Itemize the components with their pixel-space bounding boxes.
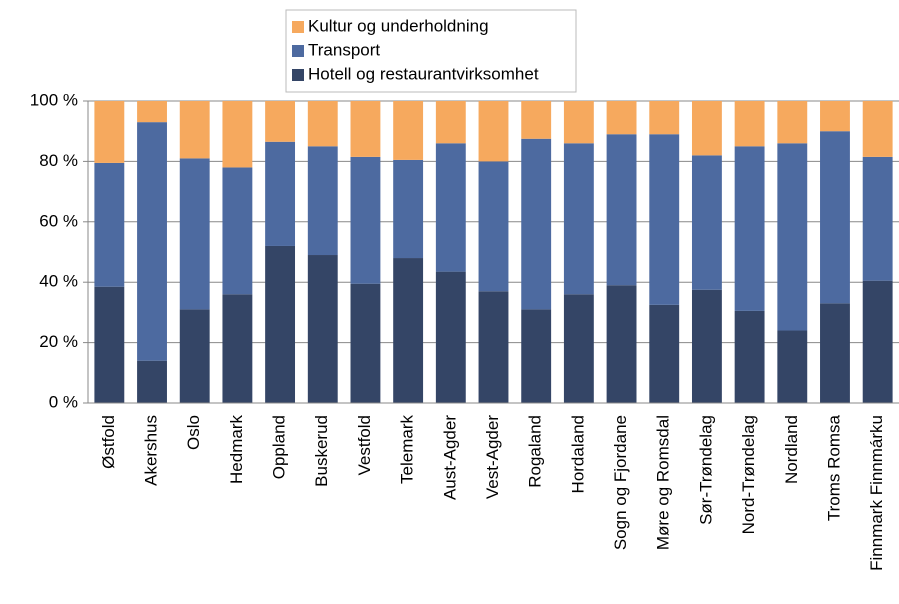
bar-segment [777,143,808,331]
bar-segment [862,156,893,281]
bar-segment [734,101,765,147]
bar-segment [521,101,552,139]
bar-segment [691,155,722,290]
bar-segment [94,101,125,163]
bar-segment [307,146,338,256]
x-tick-label: Oppland [270,415,289,479]
bar-segment [350,101,381,157]
bar-segment [222,294,253,403]
x-tick-label: Møre og Romsdal [654,415,673,550]
x-tick-label: Hedmark [227,415,246,484]
legend-label: Kultur og underholdning [308,16,489,35]
x-tick-label: Troms Romsa [824,414,843,521]
x-tick-label: Aust-Agder [440,415,459,500]
bar-segment [265,245,296,403]
x-tick-label: Telemark [398,415,417,484]
x-tick-label: Sogn og Fjordane [611,415,630,550]
legend-box [285,9,577,93]
y-tick-label: 40 % [39,272,78,291]
bar-segment [179,158,210,310]
x-tick-label: Sør-Trøndelag [696,415,715,525]
bar-segment [649,101,680,135]
bar-segment [777,101,808,144]
x-tick-label: Nord-Trøndelag [739,415,758,534]
bar-segment [222,167,253,295]
bar-segment [862,280,893,403]
bar-segment [563,294,594,403]
x-tick-label: Hordaland [568,415,587,493]
bar-segment [265,101,296,142]
x-tick-label: Rogaland [526,415,545,488]
bar-segment [820,101,850,132]
x-tick-label: Oslo [184,415,203,450]
legend-swatch [292,69,304,81]
y-tick-label: 80 % [39,151,78,170]
bar-segment [137,122,167,361]
bar-segment [137,360,167,403]
bar-segment [563,101,594,144]
bar-segment [521,309,552,403]
bar-segment [94,286,125,403]
bar-segment [478,161,509,292]
bar-segment [393,101,424,160]
bar-segment [649,134,680,305]
bar-segment [307,101,338,147]
bar-segment [265,141,296,246]
bar-segment [94,162,125,287]
legend-label: Transport [308,40,380,59]
legend-swatch [292,21,304,33]
bar-segment [179,309,210,403]
bar-segment [435,143,466,272]
bar-segment [393,159,424,259]
bar-segment [478,291,509,403]
y-tick-label: 0 % [49,392,78,411]
x-tick-label: Finnmark Finnmárku [867,415,886,571]
bar-segment [307,255,338,403]
x-tick-label: Akershus [142,415,161,486]
legend-swatch [292,45,304,57]
bar-segment [691,101,722,156]
x-tick-label: Vest-Agder [483,415,502,499]
bar-segment [734,310,765,403]
bar-segment [222,101,253,168]
bar-segment [137,101,167,123]
bar-segment [435,101,466,144]
bar-segment [563,143,594,295]
bar-segment [606,285,637,403]
bar-segment [649,304,680,403]
bar-segment [862,101,893,157]
bar-segment [606,101,637,135]
x-tick-label: Buskerud [312,415,331,487]
bar-segment [350,156,381,284]
bar-segment [478,101,509,162]
bar-segment [820,131,850,304]
x-tick-label: Nordland [782,415,801,484]
bar-segment [734,146,765,311]
bar-segment [179,101,210,159]
bar-segment [350,283,381,403]
y-tick-label: 60 % [39,211,78,230]
bar-segment [777,330,808,403]
y-tick-label: 20 % [39,332,78,351]
bar-segment [521,138,552,310]
x-tick-label: Vestfold [355,415,374,476]
bar-segment [691,289,722,403]
bar-segment [820,303,850,403]
legend-label: Hotell og restaurantvirksomhet [308,64,539,83]
bar-segment [393,258,424,403]
bar-segment [435,271,466,403]
x-tick-label: Østfold [99,415,118,469]
bar-segment [606,134,637,286]
y-tick-label: 100 % [30,90,78,109]
